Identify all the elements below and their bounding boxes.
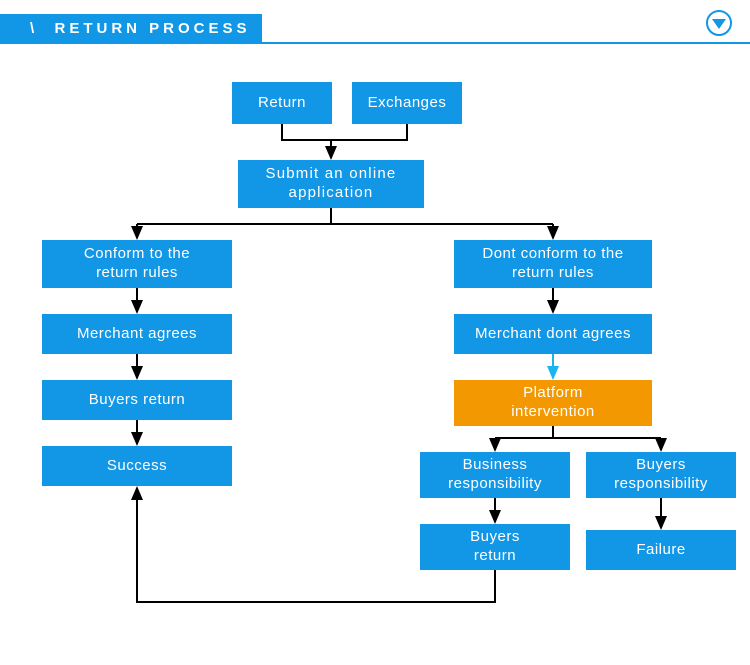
header-prefix: \ bbox=[30, 20, 38, 37]
node-m_agree: Merchant agrees bbox=[42, 314, 232, 354]
node-conform: Conform to thereturn rules bbox=[42, 240, 232, 288]
node-success: Success bbox=[42, 446, 232, 486]
node-buy_resp: Buyersresponsibility bbox=[586, 452, 736, 498]
node-submit: Submit an onlineapplication bbox=[238, 160, 424, 208]
triangle-down-icon bbox=[712, 19, 726, 29]
header-title: \ RETURN PROCESS bbox=[30, 14, 251, 44]
header-rule bbox=[262, 42, 750, 44]
node-exchanges: Exchanges bbox=[352, 82, 462, 124]
node-biz_resp: Businessresponsibility bbox=[420, 452, 570, 498]
edge-join_top bbox=[282, 124, 407, 140]
header-title-text: RETURN PROCESS bbox=[55, 20, 251, 37]
node-buyers_l: Buyers return bbox=[42, 380, 232, 420]
dropdown-circle-icon bbox=[706, 10, 732, 36]
node-m_dont: Merchant dont agrees bbox=[454, 314, 652, 354]
node-buyers_r: Buyersreturn bbox=[420, 524, 570, 570]
flowchart-canvas: \ RETURN PROCESS Return Exchanges Submit a… bbox=[0, 0, 750, 665]
node-nconform: Dont conform to thereturn rules bbox=[454, 240, 652, 288]
node-failure: Failure bbox=[586, 530, 736, 570]
node-platform: Platformintervention bbox=[454, 380, 652, 426]
node-return: Return bbox=[232, 82, 332, 124]
